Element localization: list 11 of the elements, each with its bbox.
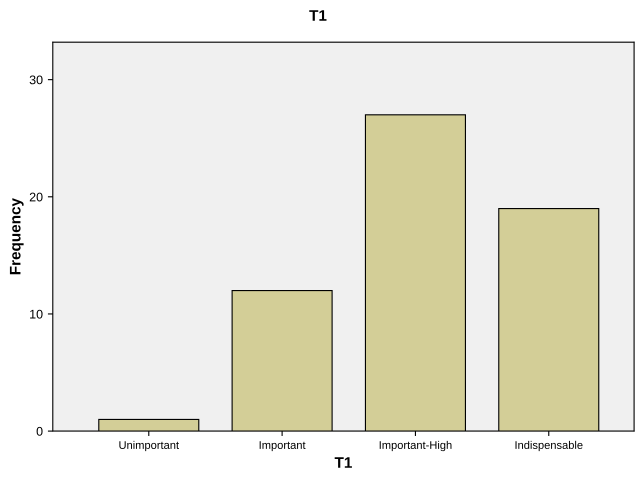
x-tick-label: Important-High (380, 440, 452, 452)
y-tick-label: 0 (36, 426, 43, 436)
y-tick-label: 10 (30, 310, 43, 319)
y-axis-title: Frequency (10, 198, 24, 274)
x-axis-title: T1 (334, 457, 352, 468)
chart-title: T1 (309, 10, 326, 21)
y-tick-label: 20 (30, 192, 43, 202)
x-tick-label: Important (260, 441, 306, 452)
x-tick-label: Unimportant (119, 440, 179, 452)
y-tick-label: 30 (30, 75, 43, 84)
x-tick-label: Indispensable (516, 440, 583, 452)
